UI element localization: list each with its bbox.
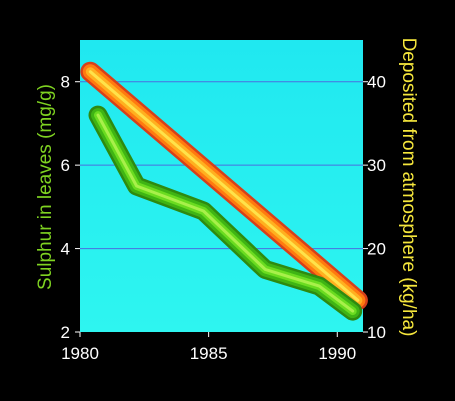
x-tick-label: 1980 <box>61 344 99 363</box>
left-tick-label: 6 <box>61 156 70 175</box>
series-stroke <box>96 113 355 313</box>
right-axis-label: Deposited from atmosphere (kg/ha) <box>398 38 419 337</box>
x-tick-label: 1990 <box>318 344 356 363</box>
series-line-1 <box>80 61 368 311</box>
series-stroke <box>88 70 360 302</box>
left-axis-ticks: 2 4 6 8 <box>61 73 80 342</box>
left-tick-label: 4 <box>61 240 70 259</box>
right-tick-label: 40 <box>367 73 386 92</box>
left-tick-label: 2 <box>61 323 70 342</box>
series-line-2 <box>88 105 363 321</box>
x-axis-ticks: 1980 1985 1990 <box>61 332 356 363</box>
x-tick-label: 1985 <box>190 344 228 363</box>
series-layer <box>80 61 368 321</box>
right-axis-ticks: 10 20 30 40 <box>363 73 386 342</box>
left-axis-label: Sulphur in leaves (mg/g) <box>35 84 56 290</box>
right-tick-label: 20 <box>367 240 386 259</box>
left-tick-label: 8 <box>61 73 70 92</box>
right-tick-label: 30 <box>367 156 386 175</box>
right-tick-label: 10 <box>367 323 386 342</box>
